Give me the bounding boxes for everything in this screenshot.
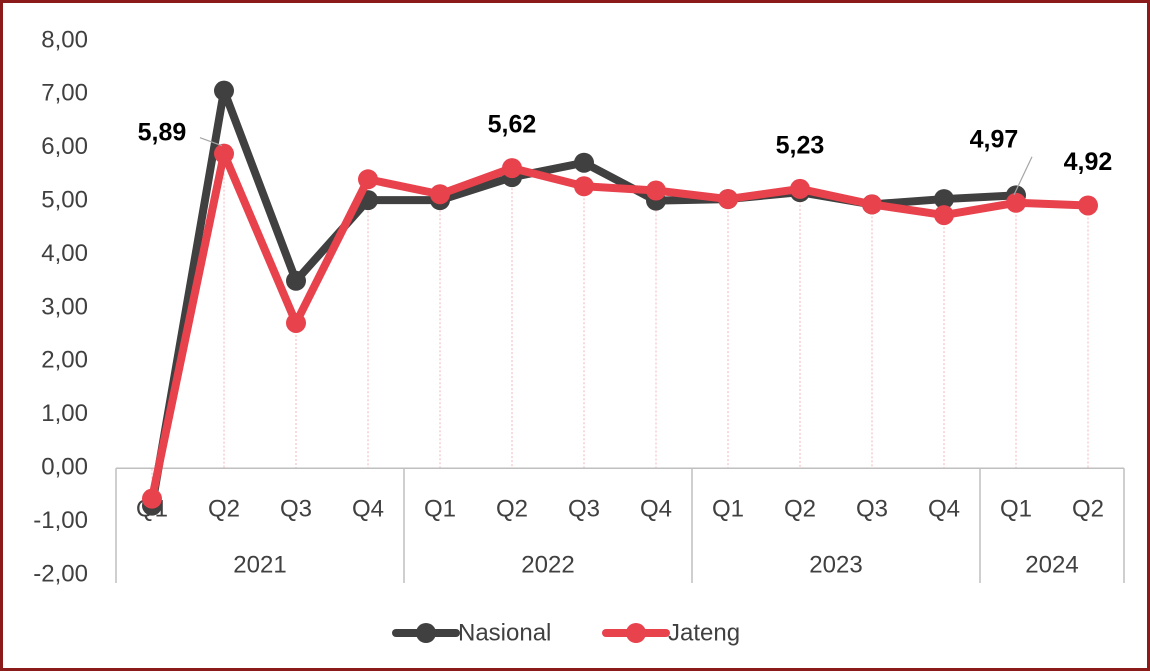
leader-line	[1013, 156, 1033, 196]
point	[862, 194, 882, 215]
point	[358, 169, 378, 190]
point	[142, 488, 162, 509]
x-tick-label: Q1	[424, 495, 456, 522]
y-tick-label: -2,00	[33, 560, 88, 587]
y-tick-label: 7,00	[41, 80, 88, 107]
legend-label: Nasional	[458, 619, 551, 646]
x-tick-label: Q2	[1072, 495, 1104, 522]
x-tick-label: Q4	[640, 495, 672, 522]
leader-line	[199, 137, 223, 147]
data-label: 4,97	[970, 125, 1019, 153]
y-tick-label: 1,00	[41, 400, 88, 427]
point	[286, 270, 306, 291]
point	[718, 189, 738, 210]
point	[574, 176, 594, 197]
legend-label: Jateng	[668, 619, 740, 646]
x-tick-label: Q3	[856, 495, 888, 522]
point	[934, 205, 954, 226]
point	[790, 178, 810, 199]
data-label: 5,62	[488, 111, 537, 139]
legend-marker	[416, 623, 436, 643]
point	[286, 312, 306, 333]
data-label: 5,23	[776, 132, 825, 160]
y-tick-label: 4,00	[41, 240, 88, 267]
series-line	[148, 149, 1089, 500]
point	[574, 152, 594, 173]
x-tick-label: Q1	[1000, 495, 1032, 522]
point	[502, 158, 522, 179]
y-tick-label: 6,00	[41, 133, 88, 160]
data-label: 4,92	[1064, 148, 1113, 176]
x-tick-label: Q2	[496, 495, 528, 522]
x-group-label: 2022	[521, 551, 574, 578]
point	[646, 180, 666, 201]
point	[1006, 192, 1026, 213]
point	[214, 80, 234, 101]
x-group-label: 2023	[809, 551, 862, 578]
data-label: 5,89	[138, 118, 187, 146]
point	[214, 143, 234, 164]
x-tick-label: Q3	[568, 495, 600, 522]
x-tick-label: Q2	[784, 495, 816, 522]
legend-marker	[626, 623, 646, 643]
point	[934, 189, 954, 210]
x-tick-label: Q3	[280, 495, 312, 522]
y-tick-label: 0,00	[41, 454, 88, 481]
point	[1078, 195, 1098, 216]
y-tick-label: 2,00	[41, 347, 88, 374]
x-tick-label: Q2	[208, 495, 240, 522]
x-tick-label: Q4	[352, 495, 384, 522]
y-tick-label: 3,00	[41, 293, 88, 320]
x-group-label: 2024	[1025, 551, 1078, 578]
x-tick-label: Q1	[712, 495, 744, 522]
y-tick-label: 8,00	[41, 26, 88, 53]
y-tick-label: 5,00	[41, 187, 88, 214]
y-tick-label: -1,00	[33, 507, 88, 534]
point	[430, 184, 450, 205]
x-tick-label: Q4	[928, 495, 960, 522]
x-group-label: 2021	[233, 551, 286, 578]
